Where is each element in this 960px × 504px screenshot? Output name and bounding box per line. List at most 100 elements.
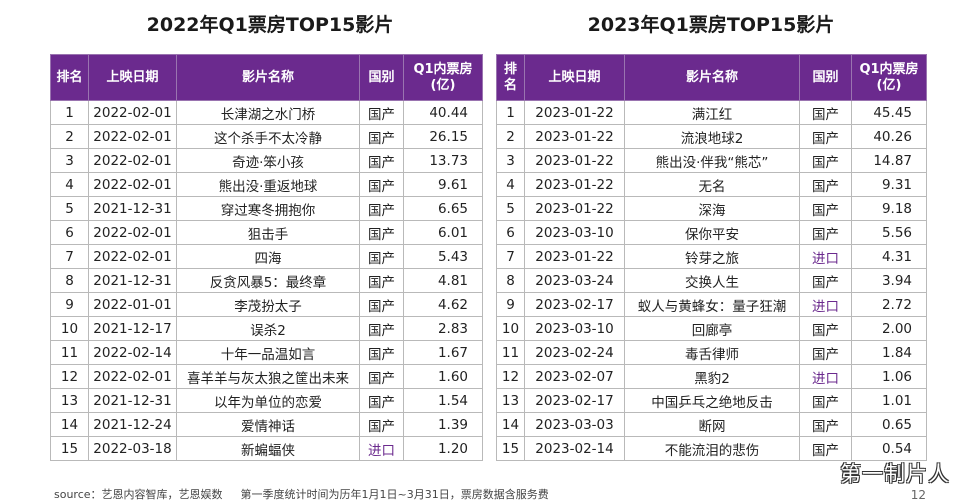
cell-rank: 13: [50, 388, 89, 413]
cell-film-name: 新蝙蝠侠: [176, 436, 360, 461]
table-row: 2 2023-01-22 流浪地球2 国产 40.26: [496, 124, 927, 149]
cell-origin: 国产: [359, 412, 404, 437]
table-header-row: 排名 上映日期 影片名称 国别 Q1内票房 (亿): [50, 54, 483, 101]
cell-origin: 国产: [359, 316, 404, 341]
cell-box-office: 1.20: [403, 436, 483, 461]
chart-title-2023: 2023年Q1票房TOP15影片: [587, 14, 835, 36]
table-row: 13 2023-02-17 中国乒乓之绝地反击 国产 1.01: [496, 388, 927, 413]
cell-rank: 10: [50, 316, 89, 341]
cell-release-date: 2023-01-22: [524, 148, 625, 173]
cell-film-name: 毒舌律师: [624, 340, 800, 365]
cell-origin: 国产: [359, 244, 404, 269]
cell-origin: 国产: [799, 172, 852, 197]
cell-box-office: 13.73: [403, 148, 483, 173]
column-header-release-date: 上映日期: [88, 54, 177, 101]
column-header-box-office: Q1内票房 (亿): [851, 54, 927, 101]
table-header-row: 排 名上映日期 影片名称 国别 Q1内票房 (亿): [496, 54, 927, 101]
table-row: 3 2022-02-01 奇迹·笨小孩 国产 13.73: [50, 148, 483, 173]
cell-box-office: 1.67: [403, 340, 483, 365]
cell-rank: 11: [496, 340, 525, 365]
cell-film-name: 蚁人与黄蜂女：量子狂潮: [624, 292, 800, 317]
table-row: 11 2022-02-14 十年一品温如言 国产 1.67: [50, 340, 483, 365]
cell-box-office: 4.62: [403, 292, 483, 317]
cell-film-name: 交换人生: [624, 268, 800, 293]
table-row: 12 2022-02-01 喜羊羊与灰太狼之筐出未来 国产 1.60: [50, 364, 483, 389]
cell-rank: 12: [50, 364, 89, 389]
cell-box-office: 2.72: [851, 292, 927, 317]
cell-release-date: 2022-02-01: [88, 100, 177, 125]
cell-release-date: 2023-03-24: [524, 268, 625, 293]
cell-release-date: 2022-02-01: [88, 220, 177, 245]
cell-rank: 3: [50, 148, 89, 173]
table-row: 8 2023-03-24 交换人生 国产 3.94: [496, 268, 927, 293]
box-office-table-2022: 排名 上映日期 影片名称 国别 Q1内票房 (亿) 1 2022-02-01 长津湖之水门桥…: [50, 54, 483, 461]
table-row: 11 2023-02-24 毒舌律师 国产 1.84: [496, 340, 927, 365]
table-row: 7 2023-01-22 铃芽之旅 进口 4.31: [496, 244, 927, 269]
cell-release-date: 2023-01-22: [524, 100, 625, 125]
cell-box-office: 40.44: [403, 100, 483, 125]
cell-rank: 5: [496, 196, 525, 221]
cell-rank: 4: [50, 172, 89, 197]
cell-film-name: 李茂扮太子: [176, 292, 360, 317]
cell-film-name: 奇迹·笨小孩: [176, 148, 360, 173]
cell-release-date: 2023-03-03: [524, 412, 625, 437]
table-row: 5 2023-01-22 深海 国产 9.18: [496, 196, 927, 221]
cell-origin: 国产: [799, 268, 852, 293]
column-header-origin: 国别: [799, 54, 852, 101]
cell-box-office: 9.31: [851, 172, 927, 197]
cell-release-date: 2023-01-22: [524, 196, 625, 221]
table-row: 15 2023-02-14 不能流泪的悲伤 国产 0.54: [496, 436, 927, 461]
source-right-text: 第一季度统计时间为历年1月1日~3月31日，票房数据含服务费: [240, 488, 549, 501]
cell-film-name: 狙击手: [176, 220, 360, 245]
cell-release-date: 2023-02-07: [524, 364, 625, 389]
table-row: 6 2022-02-01 狙击手 国产 6.01: [50, 220, 483, 245]
cell-release-date: 2023-03-10: [524, 316, 625, 341]
column-header-rank: 排名: [50, 54, 89, 101]
cell-film-name: 满江红: [624, 100, 800, 125]
cell-origin: 国产: [359, 364, 404, 389]
cell-release-date: 2021-12-31: [88, 268, 177, 293]
cell-origin: 进口: [799, 364, 852, 389]
cell-box-office: 6.65: [403, 196, 483, 221]
cell-rank: 1: [50, 100, 89, 125]
cell-rank: 12: [496, 364, 525, 389]
cell-film-name: 穿过寒冬拥抱你: [176, 196, 360, 221]
cell-box-office: 3.94: [851, 268, 927, 293]
cell-release-date: 2022-02-01: [88, 172, 177, 197]
table-row: 14 2023-03-03 断网 国产 0.65: [496, 412, 927, 437]
table-row: 13 2021-12-31 以年为单位的恋爱 国产 1.54: [50, 388, 483, 413]
source-note: source：艺恩内容智库，艺恩娱数 第一季度统计时间为历年1月1日~3月31日，…: [54, 486, 549, 502]
table-row: 9 2023-02-17 蚁人与黄蜂女：量子狂潮 进口 2.72: [496, 292, 927, 317]
table-row: 8 2021-12-31 反贪风暴5：最终章 国产 4.81: [50, 268, 483, 293]
cell-release-date: 2023-02-17: [524, 388, 625, 413]
column-header-film-name: 影片名称: [176, 54, 360, 101]
cell-origin: 国产: [799, 220, 852, 245]
cell-film-name: 喜羊羊与灰太狼之筐出未来: [176, 364, 360, 389]
cell-film-name: 保你平安: [624, 220, 800, 245]
cell-release-date: 2021-12-31: [88, 388, 177, 413]
cell-rank: 2: [50, 124, 89, 149]
cell-box-office: 1.39: [403, 412, 483, 437]
cell-box-office: 26.15: [403, 124, 483, 149]
cell-origin: 国产: [359, 292, 404, 317]
cell-film-name: 熊出没·重返地球: [176, 172, 360, 197]
cell-release-date: 2023-01-22: [524, 124, 625, 149]
cell-origin: 国产: [359, 340, 404, 365]
watermark-text: 第一制片人: [840, 462, 950, 486]
cell-film-name: 深海: [624, 196, 800, 221]
cell-rank: 6: [496, 220, 525, 245]
cell-film-name: 流浪地球2: [624, 124, 800, 149]
cell-origin: 国产: [359, 148, 404, 173]
table-row: 6 2023-03-10 保你平安 国产 5.56: [496, 220, 927, 245]
cell-film-name: 四海: [176, 244, 360, 269]
cell-rank: 8: [50, 268, 89, 293]
cell-box-office: 14.87: [851, 148, 927, 173]
cell-origin: 国产: [799, 148, 852, 173]
table-row: 2 2022-02-01 这个杀手不太冷静 国产 26.15: [50, 124, 483, 149]
cell-release-date: 2022-03-18: [88, 436, 177, 461]
cell-box-office: 1.01: [851, 388, 927, 413]
column-header-box-office: Q1内票房 (亿): [403, 54, 483, 101]
cell-release-date: 2022-02-01: [88, 364, 177, 389]
table-row: 12 2023-02-07 黑豹2 进口 1.06: [496, 364, 927, 389]
cell-origin: 国产: [359, 124, 404, 149]
